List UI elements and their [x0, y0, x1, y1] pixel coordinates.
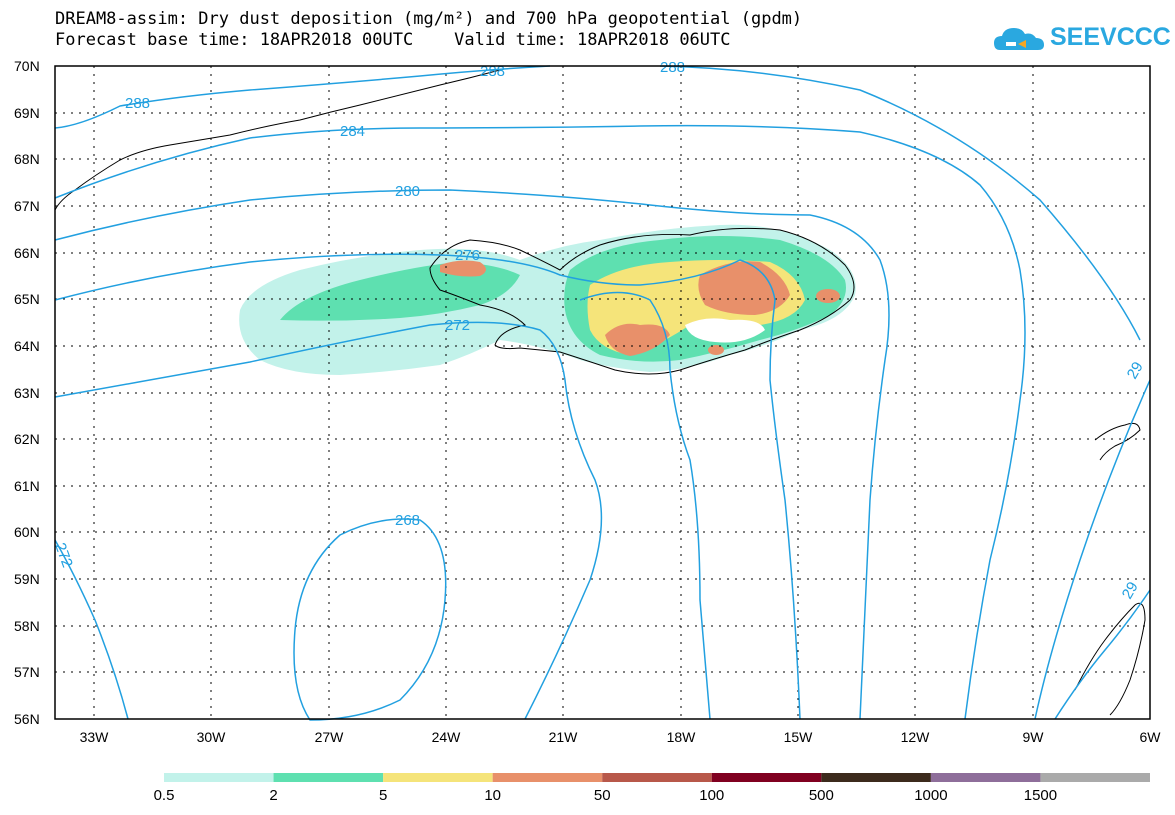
contour-label: 288	[125, 95, 150, 112]
legend-label: 0.5	[154, 787, 175, 804]
legend-swatch	[1040, 773, 1150, 782]
legend-swatch	[711, 773, 822, 782]
dust-area-orange-south	[605, 323, 670, 356]
contour-label: 29	[1119, 579, 1142, 602]
lon-label: 27W	[315, 729, 345, 745]
chart-title-line2: Forecast base time: 18APR2018 00UTC Vali…	[55, 30, 731, 50]
lat-label: 57N	[14, 664, 40, 680]
dust-area-south-patch	[708, 345, 724, 355]
lat-label: 70N	[14, 58, 40, 74]
graticule	[55, 66, 1150, 719]
latitude-labels: 56N 57N 58N 59N 60N 61N 62N 63N 64N 65N …	[14, 58, 40, 727]
contour-276	[54, 253, 801, 720]
contour-label: 288	[660, 59, 685, 76]
legend-swatch	[602, 773, 712, 782]
lon-label: 21W	[549, 729, 579, 745]
lat-label: 56N	[14, 711, 40, 727]
logo-text: SEEVCCC	[1050, 23, 1171, 51]
lat-label: 63N	[14, 385, 40, 401]
lon-label: 15W	[784, 729, 814, 745]
lat-label: 65N	[14, 291, 40, 307]
contour-280	[54, 189, 890, 720]
lat-label: 60N	[14, 524, 40, 540]
lon-label: 33W	[80, 729, 110, 745]
lat-label: 67N	[14, 198, 40, 214]
legend-swatch	[930, 773, 1041, 782]
contour-268	[293, 518, 447, 721]
lat-label: 64N	[14, 338, 40, 354]
contour-label: 29	[1124, 359, 1147, 382]
dust-area-white-gap	[685, 318, 765, 343]
legend-label: 5	[379, 787, 387, 804]
lon-label: 18W	[667, 729, 697, 745]
contour-288-east	[659, 65, 1141, 341]
dust-area-orange-main	[698, 261, 790, 315]
lon-label: 6W	[1140, 729, 1162, 745]
dust-shading	[239, 224, 856, 375]
legend-swatch	[492, 773, 603, 782]
contour-label: 268	[395, 512, 420, 529]
contour-284	[54, 124, 1026, 720]
contour-label: 280	[395, 183, 420, 200]
legend-label: 100	[699, 787, 724, 804]
lat-label: 66N	[14, 245, 40, 261]
legend-label: 1500	[1024, 787, 1057, 804]
contour-29-a	[1054, 589, 1151, 720]
contour-272-southwest	[54, 539, 129, 720]
contour-272	[54, 321, 603, 720]
legend-swatch	[821, 773, 931, 782]
lat-label: 58N	[14, 618, 40, 634]
coastlines	[54, 69, 1146, 716]
lat-label: 61N	[14, 478, 40, 494]
lon-label: 30W	[197, 729, 227, 745]
contour-label: 272	[445, 317, 470, 334]
legend-swatch	[383, 773, 493, 782]
dust-area-orange-westfjord	[440, 260, 486, 277]
lon-label: 9W	[1023, 729, 1045, 745]
contour-label: 284	[340, 123, 365, 140]
geopotential-contours	[54, 65, 1151, 721]
contour-288-north	[54, 65, 551, 129]
cloud-logo-icon	[994, 28, 1044, 50]
contour-label: 288	[480, 63, 505, 80]
contour-label: 276	[455, 247, 480, 264]
dust-area-green-west	[280, 262, 520, 321]
legend-swatch	[273, 773, 384, 782]
norway-coast-north	[1094, 422, 1141, 461]
chart-title-line1: DREAM8-assim: Dry dust deposition (mg/m²…	[55, 9, 803, 29]
lon-label: 12W	[901, 729, 931, 745]
lat-label: 62N	[14, 431, 40, 447]
longitude-labels: 33W 30W 27W 24W 21W 18W 15W 12W 9W 6W	[80, 729, 1162, 745]
lat-label: 69N	[14, 105, 40, 121]
legend-label: 1000	[914, 787, 947, 804]
greenland-coast	[54, 69, 501, 211]
legend-label: 10	[484, 787, 501, 804]
legend-label: 500	[809, 787, 834, 804]
lat-label: 59N	[14, 571, 40, 587]
contour-29-b	[1034, 379, 1151, 720]
lat-label: 68N	[14, 151, 40, 167]
lon-label: 24W	[432, 729, 462, 745]
iceland-coast	[429, 227, 855, 375]
dust-area-east-patch	[816, 289, 840, 303]
map-frame	[54, 65, 1151, 720]
legend-label: 2	[269, 787, 277, 804]
color-legend: 0.5 2 5 10 50 100 500 1000 1500	[154, 773, 1150, 804]
contour-272-b	[579, 291, 711, 720]
norway-coast-south	[1074, 602, 1146, 716]
legend-label: 50	[594, 787, 611, 804]
legend-swatch	[164, 773, 274, 782]
